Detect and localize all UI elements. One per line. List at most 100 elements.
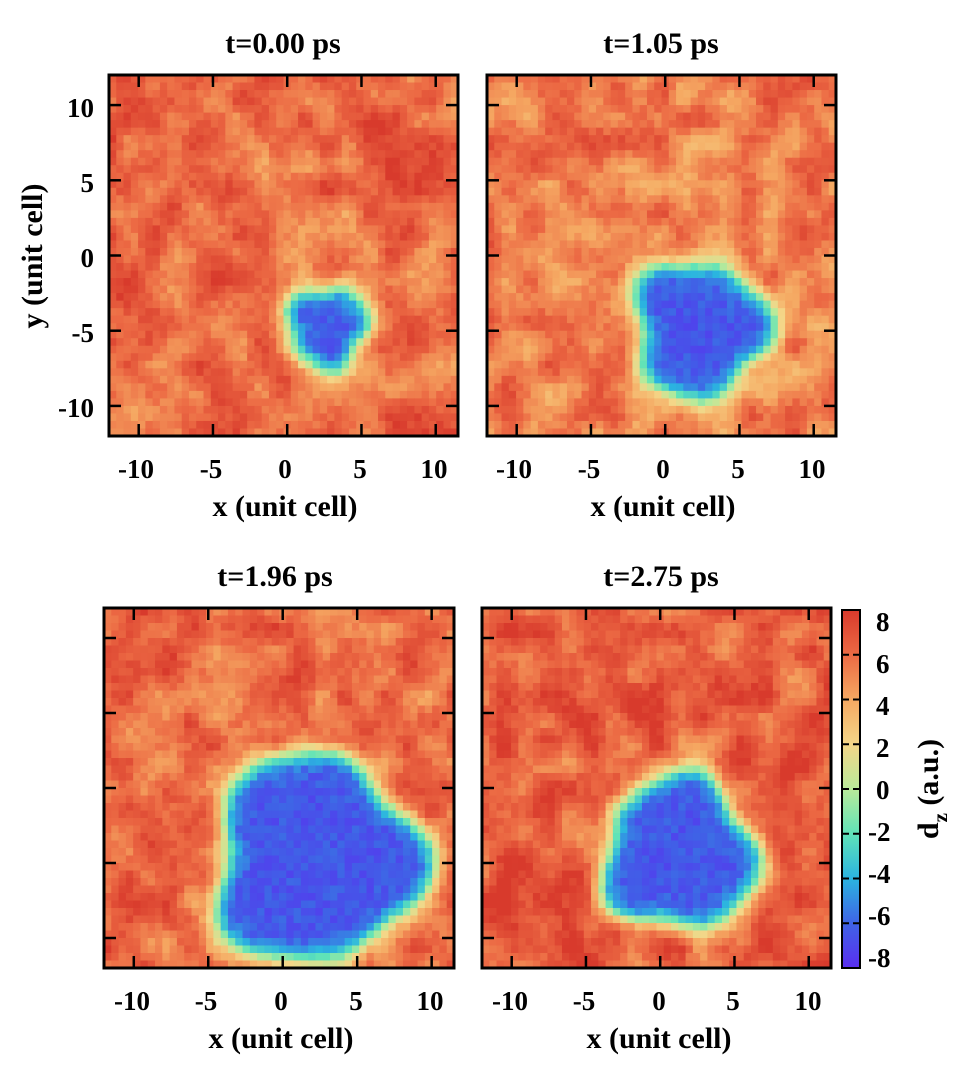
heatmap-cell bbox=[133, 608, 142, 617]
heatmap-cell bbox=[334, 315, 343, 324]
heatmap-cell bbox=[264, 630, 273, 639]
heatmap-cell bbox=[537, 368, 546, 377]
heatmap-cell bbox=[814, 285, 823, 294]
heatmap-cell bbox=[116, 247, 125, 257]
heatmap-cell bbox=[763, 300, 772, 309]
heatmap-cell bbox=[407, 398, 415, 407]
heatmap-cell bbox=[545, 405, 554, 415]
heatmap-cell bbox=[254, 353, 263, 362]
heatmap-cell bbox=[152, 360, 161, 369]
heatmap-cell bbox=[327, 135, 335, 144]
heatmap-cell bbox=[756, 187, 764, 196]
heatmap-cell bbox=[690, 345, 699, 354]
heatmap-cell bbox=[312, 315, 321, 324]
heatmap-cell bbox=[356, 225, 365, 234]
heatmap-cell bbox=[334, 368, 343, 377]
heatmap-cell bbox=[327, 157, 335, 166]
heatmap-cell bbox=[545, 360, 554, 369]
heatmap-cell bbox=[741, 120, 750, 129]
heatmap-cell bbox=[428, 195, 437, 204]
heatmap-cell bbox=[344, 623, 353, 632]
heatmap-cell bbox=[676, 353, 684, 362]
heatmap-cell bbox=[421, 90, 430, 99]
heatmap-cell bbox=[661, 187, 670, 196]
heatmap-cell bbox=[392, 255, 401, 264]
heatmap-cell bbox=[334, 232, 343, 242]
heatmap-cell bbox=[130, 293, 139, 302]
heatmap-cell bbox=[239, 157, 248, 166]
heatmap-cell bbox=[639, 187, 648, 196]
heatmap-cell bbox=[366, 615, 375, 624]
heatmap-cell bbox=[501, 360, 510, 369]
heatmap-cell bbox=[610, 105, 619, 114]
heatmap-cell bbox=[443, 210, 452, 219]
heatmap-cell bbox=[632, 127, 641, 136]
heatmap-cell bbox=[756, 375, 764, 384]
heatmap-cell bbox=[436, 135, 445, 144]
heatmap-cell bbox=[298, 308, 306, 317]
heatmap-cell bbox=[254, 383, 263, 392]
heatmap-cell bbox=[697, 112, 706, 121]
heatmap-cell bbox=[726, 420, 735, 430]
heatmap-cell bbox=[814, 90, 823, 99]
heatmap-cell bbox=[356, 360, 365, 369]
heatmap-cell bbox=[654, 300, 663, 309]
heatmap-cell bbox=[378, 210, 386, 219]
heatmap-cell bbox=[821, 270, 830, 279]
heatmap-cell bbox=[625, 247, 634, 257]
heatmap-cell bbox=[566, 240, 575, 249]
heatmap-cell bbox=[668, 398, 677, 407]
heatmap-cell bbox=[705, 240, 713, 249]
heatmap-cell bbox=[792, 150, 801, 159]
heatmap-cell bbox=[719, 368, 728, 377]
heatmap-cell bbox=[537, 232, 546, 242]
heatmap-cell bbox=[676, 398, 684, 407]
heatmap-cell bbox=[726, 353, 735, 362]
heatmap-cell bbox=[421, 413, 430, 422]
heatmap-cell bbox=[370, 338, 379, 347]
heatmap-cell bbox=[232, 240, 241, 249]
heatmap-cell bbox=[588, 142, 597, 151]
heatmap-cell bbox=[828, 330, 837, 339]
heatmap-cell bbox=[712, 308, 721, 317]
heatmap-cell bbox=[203, 232, 212, 242]
heatmap-cell bbox=[104, 623, 112, 632]
heatmap-cell bbox=[218, 413, 226, 422]
heatmap-cell bbox=[603, 120, 612, 129]
heatmap-cell bbox=[319, 225, 328, 234]
heatmap-cell bbox=[501, 278, 510, 287]
heatmap-cell bbox=[814, 97, 823, 106]
heatmap-cell bbox=[381, 623, 389, 632]
heatmap-cell bbox=[220, 638, 229, 647]
heatmap-cell bbox=[545, 127, 554, 136]
x-axis-label: x (unit cell) bbox=[213, 490, 358, 523]
heatmap-cell bbox=[264, 638, 273, 647]
heatmap-cell bbox=[690, 240, 699, 249]
heatmap-cell bbox=[152, 345, 161, 354]
heatmap-cell bbox=[312, 127, 321, 136]
heatmap-cell bbox=[654, 368, 663, 377]
heatmap-cell bbox=[130, 405, 139, 415]
heatmap-cell bbox=[395, 645, 404, 654]
heatmap-cell bbox=[705, 338, 713, 347]
heatmap-cell bbox=[566, 247, 575, 257]
heatmap-cell bbox=[407, 240, 415, 249]
heatmap-cell bbox=[247, 300, 256, 309]
heatmap-cell bbox=[305, 428, 314, 437]
heatmap-cell bbox=[683, 240, 692, 249]
heatmap-cell bbox=[261, 82, 270, 91]
heatmap-cell bbox=[545, 165, 554, 174]
heatmap-cell bbox=[225, 278, 234, 287]
heatmap-cell bbox=[298, 142, 306, 151]
heatmap-cell bbox=[814, 232, 823, 242]
heatmap-cell bbox=[264, 653, 273, 662]
heatmap-cell bbox=[756, 413, 764, 422]
heatmap-cell bbox=[610, 420, 619, 430]
heatmap-cell bbox=[545, 82, 554, 91]
heatmap-cell bbox=[508, 428, 517, 437]
heatmap-cell bbox=[298, 120, 306, 129]
heatmap-cell bbox=[138, 142, 146, 151]
heatmap-cell bbox=[152, 368, 161, 377]
heatmap-cell bbox=[763, 270, 772, 279]
heatmap-cell bbox=[516, 353, 524, 362]
